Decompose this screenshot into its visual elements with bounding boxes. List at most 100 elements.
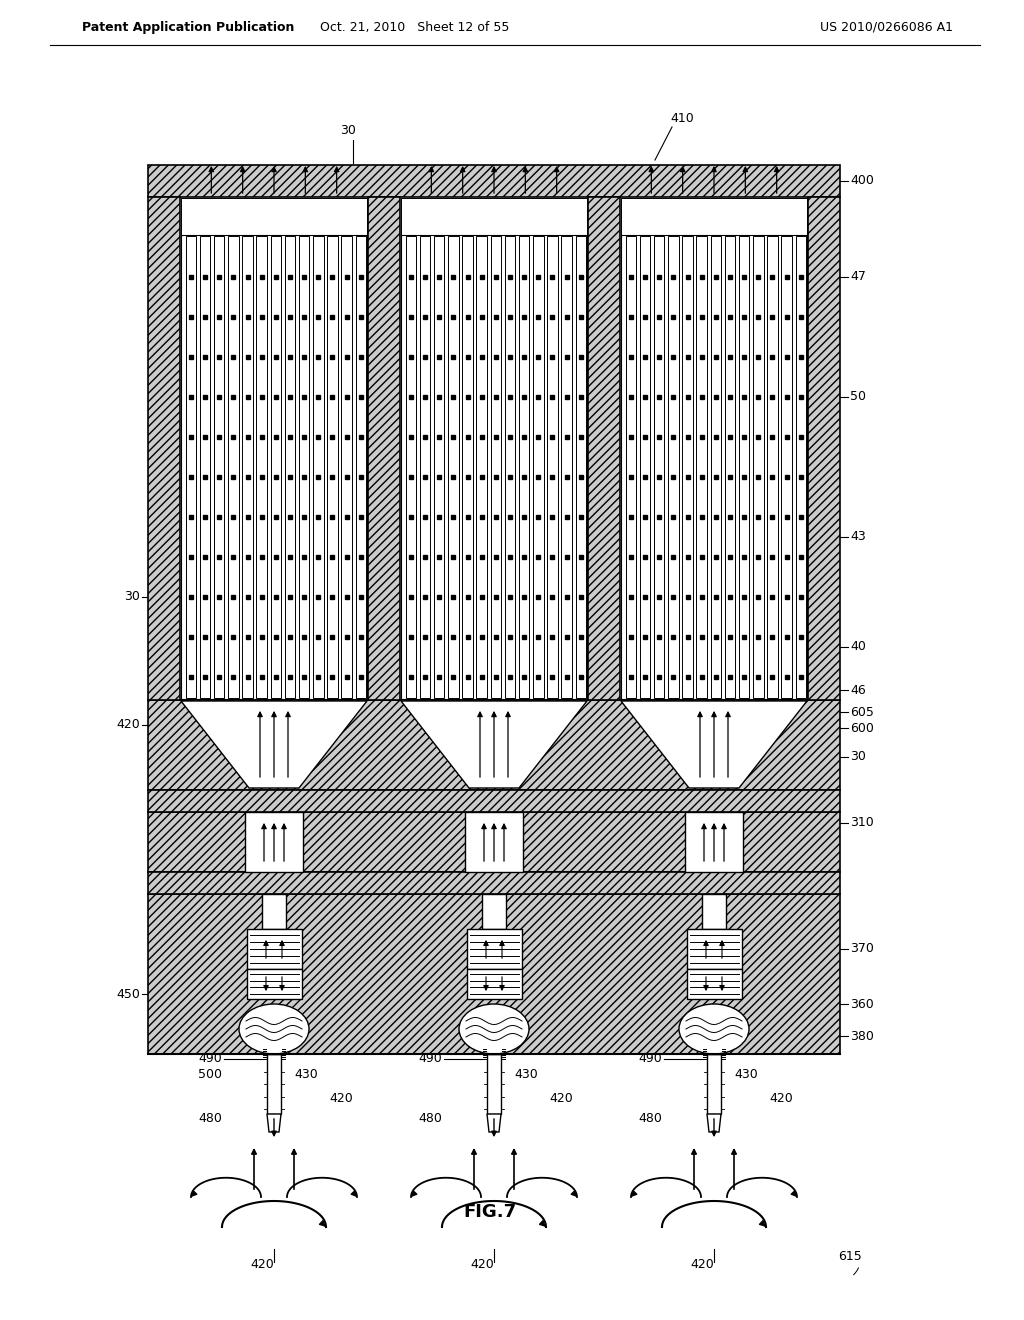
- Bar: [262, 894, 286, 929]
- Text: 615: 615: [838, 1250, 862, 1263]
- Bar: [148, 873, 840, 894]
- Text: 420: 420: [117, 718, 140, 731]
- Text: 430: 430: [514, 1068, 538, 1081]
- Bar: [476, 236, 487, 698]
- Text: 490: 490: [418, 1052, 442, 1065]
- Bar: [313, 236, 324, 698]
- Bar: [148, 789, 840, 812]
- Bar: [328, 236, 338, 698]
- Bar: [243, 236, 253, 698]
- Text: 420: 420: [250, 1258, 273, 1271]
- Bar: [707, 1053, 721, 1114]
- Text: 370: 370: [850, 942, 873, 956]
- Text: 605: 605: [850, 705, 873, 718]
- Bar: [148, 812, 840, 873]
- Bar: [621, 198, 807, 235]
- Bar: [668, 236, 679, 698]
- Text: 450: 450: [116, 987, 140, 1001]
- Text: 30: 30: [850, 751, 866, 763]
- Ellipse shape: [679, 1005, 749, 1053]
- Bar: [487, 1053, 501, 1114]
- Bar: [547, 236, 558, 698]
- Bar: [462, 236, 473, 698]
- Bar: [406, 236, 416, 698]
- Text: 47: 47: [850, 271, 866, 284]
- Bar: [685, 812, 743, 873]
- Bar: [148, 700, 840, 789]
- Polygon shape: [181, 701, 367, 788]
- Text: Oct. 21, 2010   Sheet 12 of 55: Oct. 21, 2010 Sheet 12 of 55: [321, 21, 510, 33]
- Bar: [796, 236, 806, 698]
- Text: 30: 30: [340, 124, 356, 137]
- Bar: [686, 929, 741, 969]
- Text: 380: 380: [850, 1030, 873, 1043]
- Text: 360: 360: [850, 998, 873, 1011]
- Bar: [180, 197, 808, 700]
- Bar: [561, 236, 571, 698]
- Bar: [767, 236, 777, 698]
- Bar: [247, 929, 301, 969]
- Bar: [682, 236, 693, 698]
- Text: 420: 420: [769, 1093, 793, 1106]
- Text: 420: 420: [470, 1258, 494, 1271]
- Bar: [482, 894, 506, 929]
- Bar: [467, 929, 521, 969]
- Text: 480: 480: [638, 1113, 662, 1126]
- Text: US 2010/0266086 A1: US 2010/0266086 A1: [820, 21, 953, 33]
- Bar: [808, 197, 840, 700]
- Text: 490: 490: [638, 1052, 662, 1065]
- Bar: [270, 236, 281, 698]
- Text: 410: 410: [670, 112, 693, 125]
- Bar: [228, 236, 239, 698]
- Text: 500: 500: [198, 1068, 222, 1081]
- Text: 46: 46: [850, 684, 865, 697]
- Bar: [686, 969, 741, 999]
- Bar: [245, 812, 303, 873]
- Bar: [490, 236, 501, 698]
- Bar: [696, 236, 707, 698]
- Polygon shape: [401, 701, 587, 788]
- Bar: [519, 236, 529, 698]
- Text: 43: 43: [850, 531, 865, 544]
- Polygon shape: [707, 1114, 721, 1133]
- Bar: [621, 235, 807, 700]
- Bar: [181, 235, 367, 700]
- Bar: [148, 165, 840, 197]
- Bar: [181, 198, 367, 235]
- Text: 600: 600: [850, 722, 873, 734]
- Bar: [256, 236, 267, 698]
- Polygon shape: [621, 701, 807, 788]
- Text: FIG.7: FIG.7: [464, 1203, 516, 1221]
- Bar: [739, 236, 750, 698]
- Bar: [640, 236, 650, 698]
- Text: 490: 490: [199, 1052, 222, 1065]
- Text: Patent Application Publication: Patent Application Publication: [82, 21, 294, 33]
- Text: 40: 40: [850, 640, 866, 653]
- Bar: [401, 235, 587, 700]
- Bar: [247, 969, 301, 999]
- Bar: [185, 236, 197, 698]
- Text: 50: 50: [850, 391, 866, 404]
- Bar: [267, 1053, 281, 1114]
- Bar: [467, 969, 521, 999]
- Text: 420: 420: [329, 1093, 352, 1106]
- Bar: [725, 236, 735, 698]
- Bar: [401, 198, 587, 235]
- Bar: [465, 812, 523, 873]
- Bar: [505, 236, 515, 698]
- Bar: [449, 236, 459, 698]
- Bar: [534, 236, 544, 698]
- Text: 420: 420: [690, 1258, 714, 1271]
- Bar: [711, 236, 721, 698]
- Text: 430: 430: [734, 1068, 758, 1081]
- Polygon shape: [487, 1114, 501, 1133]
- Text: 400: 400: [850, 174, 873, 187]
- Bar: [299, 236, 309, 698]
- Bar: [200, 236, 210, 698]
- Bar: [148, 197, 180, 700]
- Text: 480: 480: [198, 1113, 222, 1126]
- Bar: [654, 236, 665, 698]
- Bar: [355, 236, 366, 698]
- Bar: [588, 197, 620, 700]
- Text: 310: 310: [850, 817, 873, 829]
